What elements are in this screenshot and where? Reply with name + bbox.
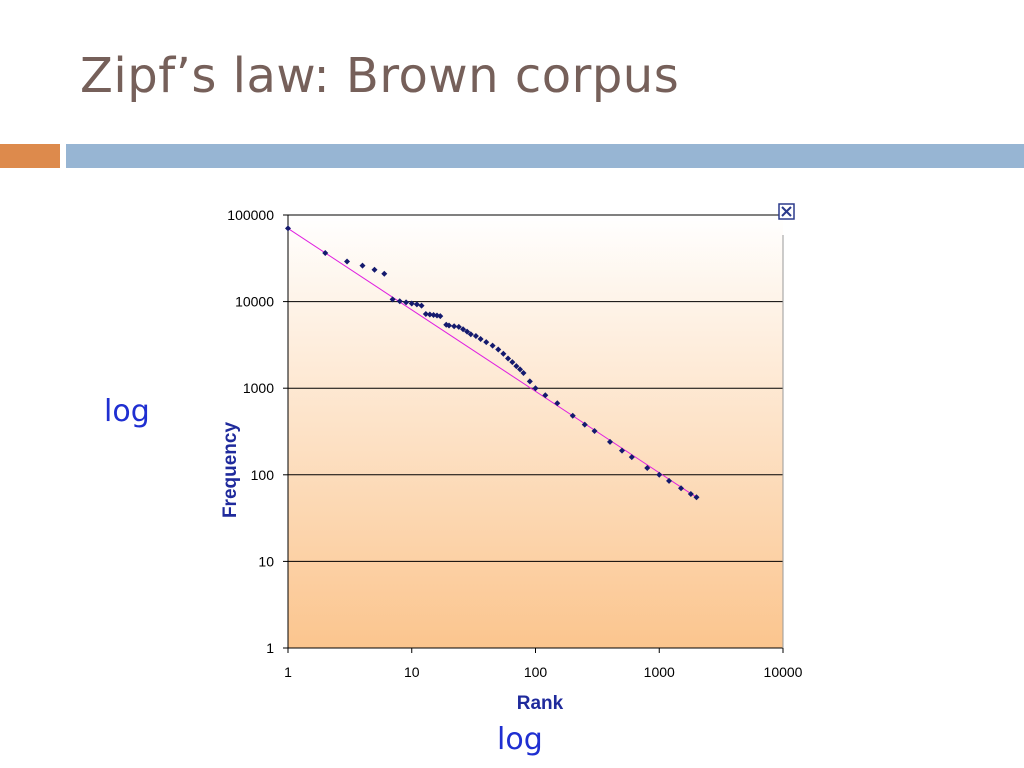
data-point xyxy=(618,447,625,454)
data-point xyxy=(644,464,651,471)
data-point xyxy=(460,326,467,333)
y-tick-label: 1000 xyxy=(243,380,274,396)
x-tick-labels: 1 10 100 1000 10000 xyxy=(284,664,803,680)
data-point xyxy=(408,300,415,307)
data-point xyxy=(513,363,520,370)
y-tick-label: 10000 xyxy=(235,294,274,310)
data-point xyxy=(509,359,516,366)
data-point xyxy=(396,298,403,305)
data-point xyxy=(554,400,561,407)
data-point xyxy=(422,310,429,317)
data-point xyxy=(569,412,576,419)
data-point xyxy=(446,322,453,329)
data-point xyxy=(472,333,479,340)
data-point xyxy=(581,421,588,428)
y-scale-note: log xyxy=(104,394,150,429)
data-point xyxy=(666,477,673,484)
x-tick-label: 10 xyxy=(404,664,420,680)
data-point xyxy=(526,378,533,385)
data-point xyxy=(693,494,700,501)
close-box-icon[interactable] xyxy=(778,203,795,220)
data-point xyxy=(389,296,396,303)
data-point xyxy=(371,266,378,273)
data-point xyxy=(483,339,490,346)
x-scale-note: log xyxy=(497,722,543,757)
x-tick-label: 1 xyxy=(284,664,292,680)
y-tick-label: 10 xyxy=(258,553,274,569)
data-point xyxy=(687,491,694,498)
x-axis-title: Rank xyxy=(517,693,564,714)
y-tick-label: 100000 xyxy=(227,207,274,223)
data-point xyxy=(418,302,425,309)
y-axis-title: Frequency xyxy=(220,422,241,519)
data-point xyxy=(344,258,351,265)
x-tick-label: 100 xyxy=(524,664,548,680)
data-point xyxy=(451,323,458,330)
data-point xyxy=(500,350,507,357)
slide-title: Zipf’s law: Brown corpus xyxy=(80,48,680,104)
data-point xyxy=(607,438,614,445)
data-point xyxy=(591,428,598,435)
data-point xyxy=(678,485,685,492)
data-point xyxy=(628,454,635,461)
data-point xyxy=(532,385,539,392)
data-point xyxy=(520,369,527,376)
data-point xyxy=(285,225,291,232)
data-point xyxy=(359,262,366,269)
data-point xyxy=(495,346,502,353)
data-point xyxy=(322,250,329,257)
axes xyxy=(287,215,784,653)
y-tick-label: 1 xyxy=(266,640,274,656)
data-point xyxy=(455,323,462,330)
data-point xyxy=(426,311,433,318)
x-tick-label: 10000 xyxy=(764,664,803,680)
data-points xyxy=(285,225,700,501)
y-tick-label: 100 xyxy=(251,467,275,483)
plot-area xyxy=(288,215,783,648)
trend-line xyxy=(287,227,697,498)
y-tick-labels: 1 10 100 1000 10000 100000 xyxy=(227,207,274,656)
data-point xyxy=(542,392,549,399)
data-point xyxy=(381,270,388,277)
data-point xyxy=(489,342,496,349)
data-point xyxy=(403,299,410,306)
x-tick-label: 1000 xyxy=(644,664,675,680)
data-point xyxy=(413,301,420,308)
data-point xyxy=(437,313,444,320)
data-point xyxy=(464,328,471,335)
data-point xyxy=(517,366,524,373)
accent-bar-orange xyxy=(0,144,60,168)
data-point xyxy=(656,471,663,478)
data-point xyxy=(477,335,484,342)
accent-bar-blue xyxy=(66,144,1024,168)
data-point xyxy=(467,331,474,338)
data-point xyxy=(505,355,512,362)
